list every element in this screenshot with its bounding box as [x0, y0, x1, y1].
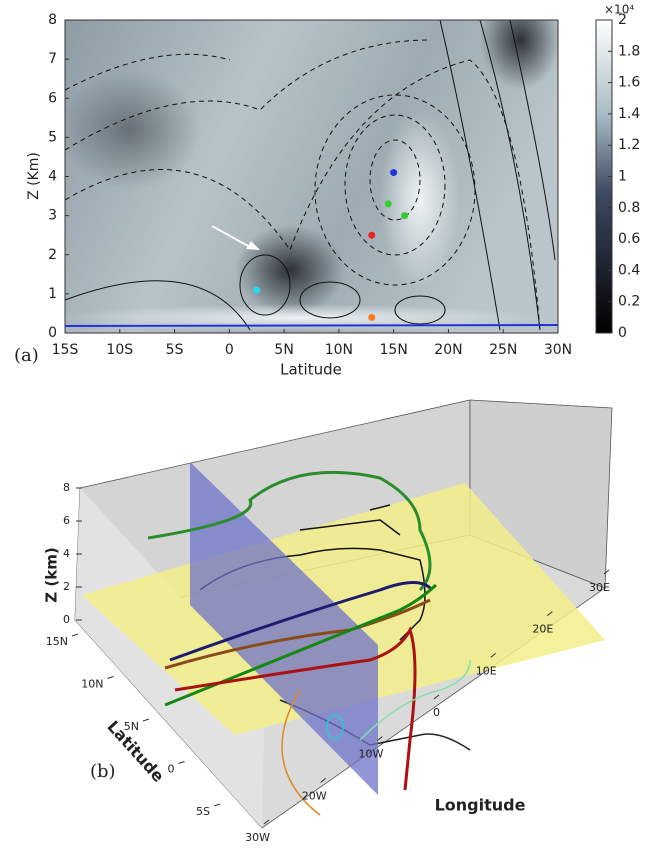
y-tick-label: 1	[48, 286, 57, 302]
field	[65, 20, 558, 333]
x-tick	[320, 777, 326, 783]
point	[401, 212, 409, 220]
point	[390, 169, 398, 177]
z-axis-label: Z (km)	[43, 547, 61, 602]
point	[253, 286, 261, 294]
colorbar-tick-label: 0	[618, 325, 627, 341]
y-tick-label: 0	[168, 763, 175, 776]
y-tick-label: 3	[48, 208, 57, 224]
x-tick	[490, 652, 496, 658]
x-tick	[547, 611, 553, 617]
panel-label: (a)	[14, 345, 39, 366]
x-tick-label: 15S	[52, 342, 79, 358]
vertical-plane	[190, 462, 378, 795]
x-tick-label: 10S	[106, 342, 133, 358]
y-tick-label: 15N	[46, 635, 68, 648]
x-tick-label: 0	[433, 706, 440, 719]
y-tick-label: 7	[48, 51, 57, 67]
colorbar-tick-label: 0.4	[618, 262, 640, 278]
x-tick-label: 20W	[302, 789, 327, 802]
x-tick-label: 10N	[325, 342, 353, 358]
y-axis-label: Z (Km)	[26, 152, 42, 200]
y-tick-label: 6	[48, 90, 57, 106]
y-tick	[71, 633, 79, 637]
z-tick-label: 6	[63, 514, 70, 527]
panel-label: (b)	[90, 761, 116, 782]
x-tick	[433, 694, 440, 700]
x-tick-label: 20N	[434, 342, 462, 358]
y-tick	[213, 803, 221, 807]
y-tick-label: 8	[48, 12, 57, 28]
z-tick-label: 2	[63, 580, 70, 593]
x-tick-label: 5N	[274, 342, 293, 358]
x-tick	[377, 736, 383, 742]
x-axis-label: Longitude	[435, 796, 526, 815]
colorbar-tick-label: 1.4	[618, 106, 640, 122]
x-tick-label: 30N	[544, 342, 572, 358]
y-tick	[142, 718, 150, 722]
y-tick	[107, 676, 114, 679]
z-tick-label: 0	[63, 613, 70, 626]
colorbar-scale: ×10⁴	[604, 3, 634, 17]
point	[384, 200, 392, 208]
z-tick-label: 8	[63, 481, 70, 494]
colorbar-tick-label: 1	[618, 169, 627, 185]
x-tick-label: 10E	[476, 664, 497, 677]
x-tick-label: 15N	[380, 342, 408, 358]
x-tick-label: 5S	[166, 342, 184, 358]
colorbar-tick-label: 2	[618, 12, 627, 28]
x-axis-label: Latitude	[280, 361, 342, 379]
horizontal-plane	[82, 483, 605, 735]
x-tick-label: 20E	[532, 623, 553, 636]
x-tick-label: 0	[225, 342, 234, 358]
colorbar-tick-label: 0.6	[618, 231, 640, 247]
y-tick-label: 0	[48, 325, 57, 341]
y-tick-label: 4	[48, 169, 57, 185]
x-tick-label: 25N	[489, 342, 517, 358]
colorbar-tick-label: 1.8	[618, 43, 640, 59]
colorbar-tick-label: 0.2	[618, 294, 640, 310]
x-tick-label: 10W	[358, 748, 383, 761]
x-tick	[263, 819, 270, 825]
y-tick-label: 5S	[196, 805, 210, 818]
colorbar-tick-label: 1.6	[618, 75, 640, 91]
x-tick-label: 30E	[589, 581, 610, 594]
y-tick-label: 5	[48, 129, 57, 145]
y-tick-label: 10N	[81, 678, 103, 691]
x-tick	[603, 569, 610, 575]
trajectories	[147, 470, 471, 816]
x-tick-label: 30W	[245, 831, 270, 844]
point	[368, 231, 376, 239]
colorbar-tick-label: 1.2	[618, 137, 640, 153]
y-tick-label: 2	[48, 247, 57, 263]
colorbar-tick-label: 0.8	[618, 200, 640, 216]
z-tick-label: 4	[63, 547, 70, 560]
point	[368, 313, 376, 321]
y-tick-label: 5N	[124, 720, 139, 733]
y-tick	[178, 761, 185, 764]
